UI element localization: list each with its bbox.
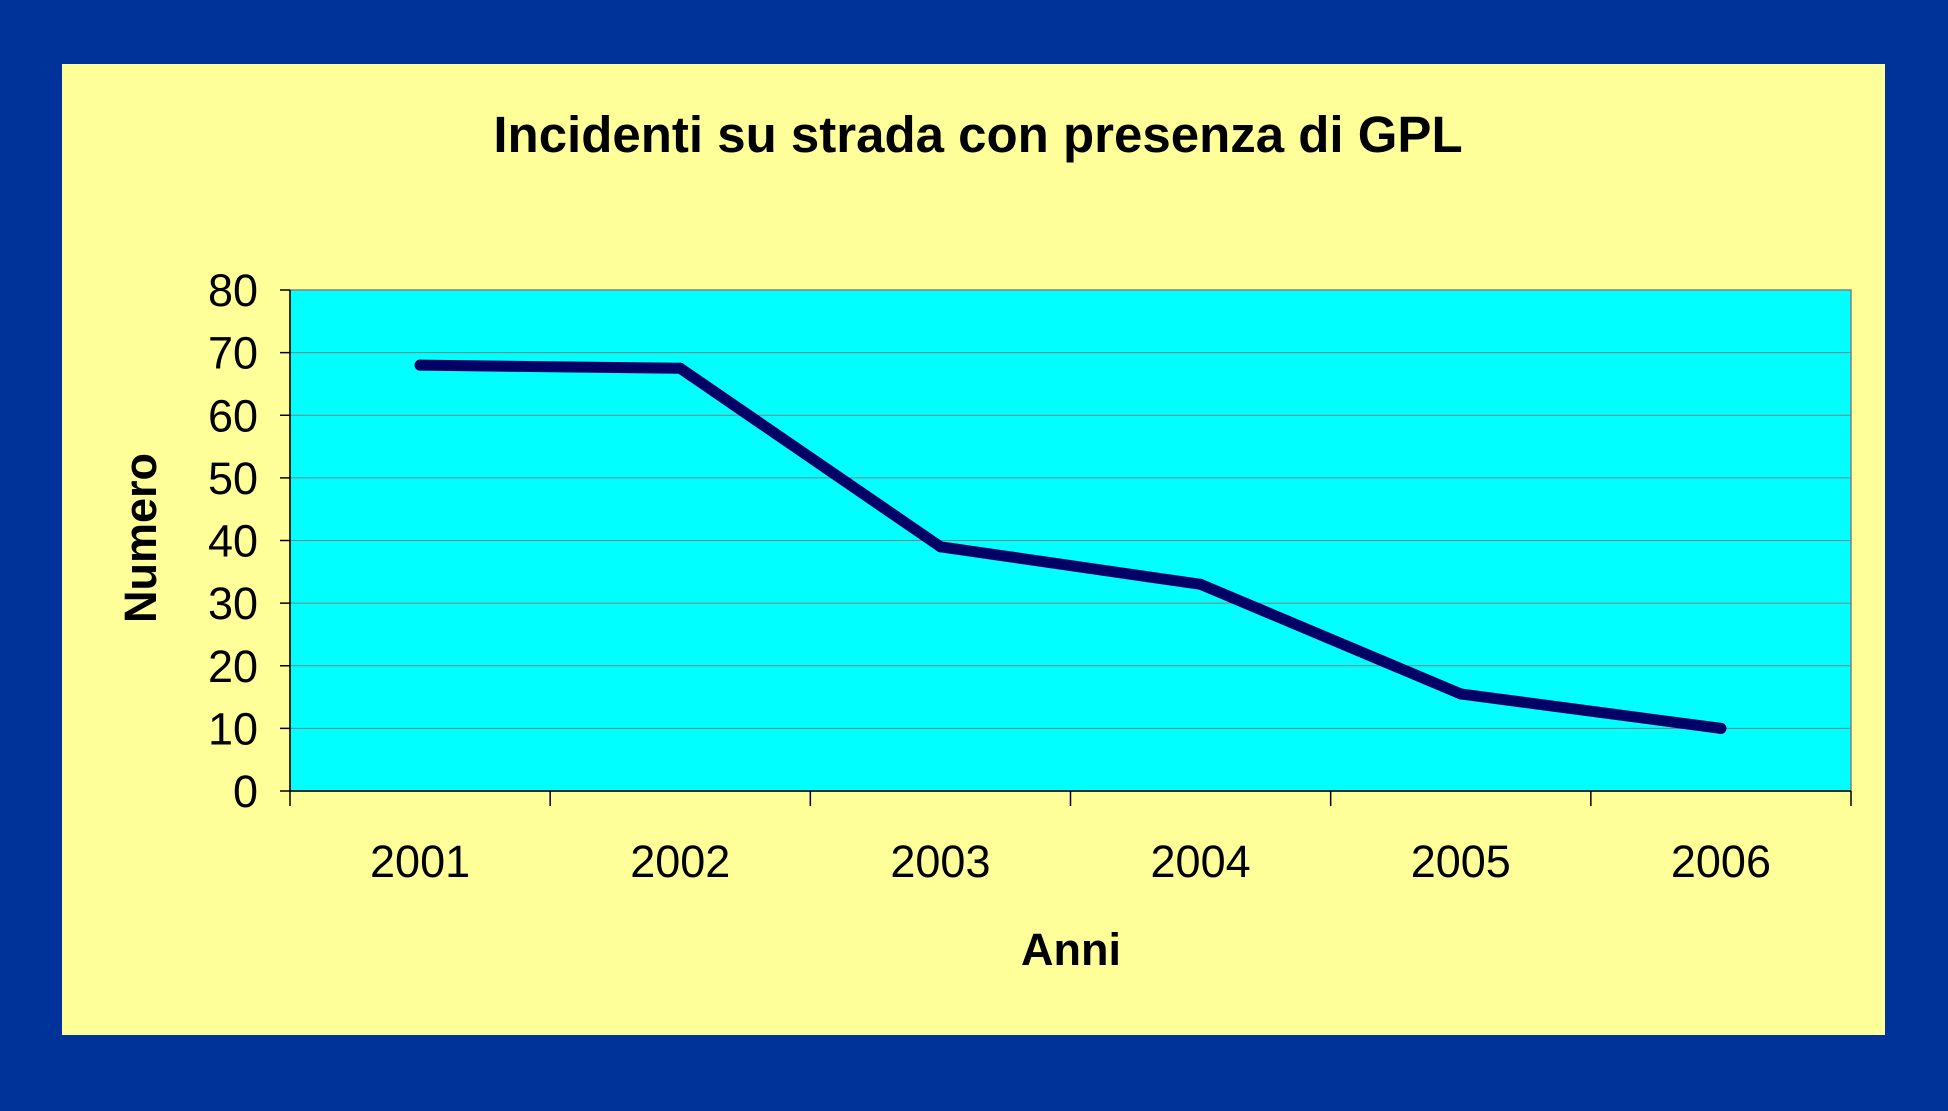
y-tick-label: 40: [208, 516, 258, 567]
y-tick-label: 0: [233, 766, 258, 817]
data-point: [1195, 578, 1207, 590]
x-tick-label: 2002: [630, 836, 730, 887]
gridlines: [290, 352, 1851, 729]
chart-title: Incidenti su strada con presenza di GPL: [493, 106, 1462, 163]
x-axis-title: Anni: [1021, 924, 1121, 975]
y-axis-title: Numero: [115, 453, 166, 623]
y-tick-label: 60: [208, 390, 258, 441]
y-tick-label: 70: [208, 328, 258, 379]
data-point: [1455, 688, 1467, 700]
y-tick-label: 10: [208, 703, 258, 754]
y-axis-ticks: 0 10 20 30 40 50 60 70 80: [208, 265, 290, 817]
data-point: [1715, 722, 1727, 734]
series-line: [414, 359, 1727, 734]
x-tick-label: 2006: [1671, 836, 1771, 887]
data-point: [414, 359, 426, 371]
y-tick-label: 80: [208, 265, 258, 316]
data-point: [934, 541, 946, 553]
y-tick-label: 20: [208, 641, 258, 692]
x-tick-label: 2005: [1411, 836, 1511, 887]
x-tick-label: 2003: [890, 836, 990, 887]
series-layer: [414, 359, 1727, 734]
x-axis-ticks: 2001 2002 2003 2004 2005 2006: [289, 791, 1852, 887]
x-tick-label: 2004: [1151, 836, 1251, 887]
data-point: [674, 362, 686, 374]
y-tick-label: 30: [208, 578, 258, 629]
y-tick-label: 50: [208, 453, 258, 504]
x-tick-label: 2001: [370, 836, 470, 887]
